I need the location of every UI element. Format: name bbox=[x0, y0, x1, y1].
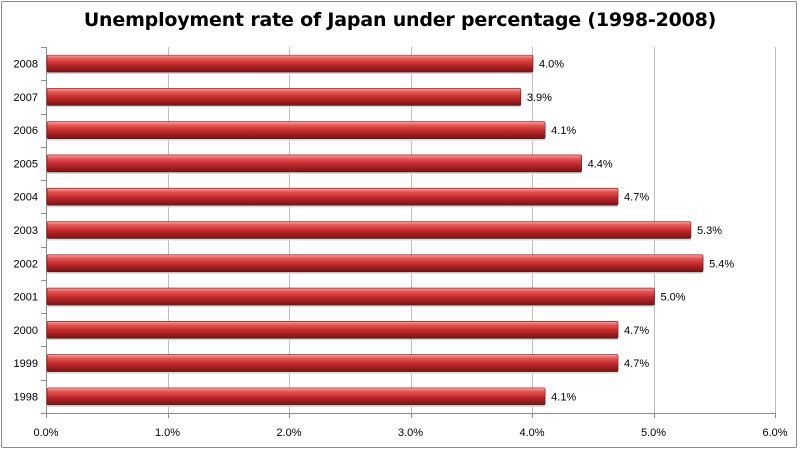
value-label-1: 1.0% bbox=[155, 427, 180, 439]
bar-2000 bbox=[46, 321, 619, 339]
value-label-6: 6.0% bbox=[762, 427, 787, 439]
bar-2003 bbox=[46, 221, 692, 239]
bar-2005 bbox=[46, 154, 582, 173]
bar-2001 bbox=[46, 287, 655, 306]
bar-2004 bbox=[46, 187, 619, 206]
category-label-2002: 2002 bbox=[14, 258, 38, 270]
data-label-2005: 4.4% bbox=[588, 158, 613, 170]
category-label-2003: 2003 bbox=[14, 225, 38, 237]
value-label-3: 3.0% bbox=[398, 427, 423, 439]
bar-2007 bbox=[46, 88, 522, 106]
category-label-2000: 2000 bbox=[14, 325, 38, 337]
data-label-2000: 4.7% bbox=[624, 325, 649, 337]
data-label-2007: 3.9% bbox=[527, 92, 552, 104]
value-label-0: 0.0% bbox=[33, 427, 58, 439]
data-label-2004: 4.7% bbox=[624, 192, 649, 204]
category-label-1998: 1998 bbox=[14, 391, 38, 403]
data-label-2008: 4.0% bbox=[539, 59, 564, 71]
category-label-1999: 1999 bbox=[14, 358, 38, 370]
bar-1999 bbox=[46, 354, 619, 372]
value-label-5: 5.0% bbox=[641, 427, 666, 439]
category-label-2006: 2006 bbox=[14, 125, 38, 137]
category-label-2004: 2004 bbox=[14, 192, 38, 204]
bars bbox=[46, 54, 704, 407]
value-label-4: 4.0% bbox=[519, 427, 544, 439]
data-label-2006: 4.1% bbox=[551, 125, 576, 137]
category-label-2008: 2008 bbox=[14, 59, 38, 71]
bar-2008 bbox=[46, 54, 534, 73]
category-label-2005: 2005 bbox=[14, 158, 38, 170]
bar-2002 bbox=[46, 254, 704, 273]
value-label-2: 2.0% bbox=[276, 427, 301, 439]
category-label-2001: 2001 bbox=[14, 292, 38, 304]
bar-2006 bbox=[46, 121, 546, 139]
bar-1998 bbox=[46, 387, 546, 406]
category-label-2007: 2007 bbox=[14, 92, 38, 104]
data-label-2001: 5.0% bbox=[661, 292, 686, 304]
data-label-1998: 4.1% bbox=[551, 391, 576, 403]
category-axis-labels: 2008 2007 2006 2005 2004 2003 2002 2001 2000 1999… bbox=[14, 59, 38, 404]
data-label-2002: 5.4% bbox=[709, 258, 734, 270]
value-axis-labels: 0.0% 1.0% 2.0% 3.0% 4.0% 5.0% 6.0% bbox=[33, 427, 787, 439]
axes bbox=[41, 47, 776, 418]
chart-title: Unemployment rate of Japan under percent… bbox=[83, 9, 717, 31]
data-labels: 4.0% 3.9% 4.1% 4.4% 4.7% 5.3% 5.4% 5.0% 4.7% 4.7%… bbox=[527, 59, 735, 404]
data-label-2003: 5.3% bbox=[697, 225, 722, 237]
data-label-1999: 4.7% bbox=[624, 358, 649, 370]
